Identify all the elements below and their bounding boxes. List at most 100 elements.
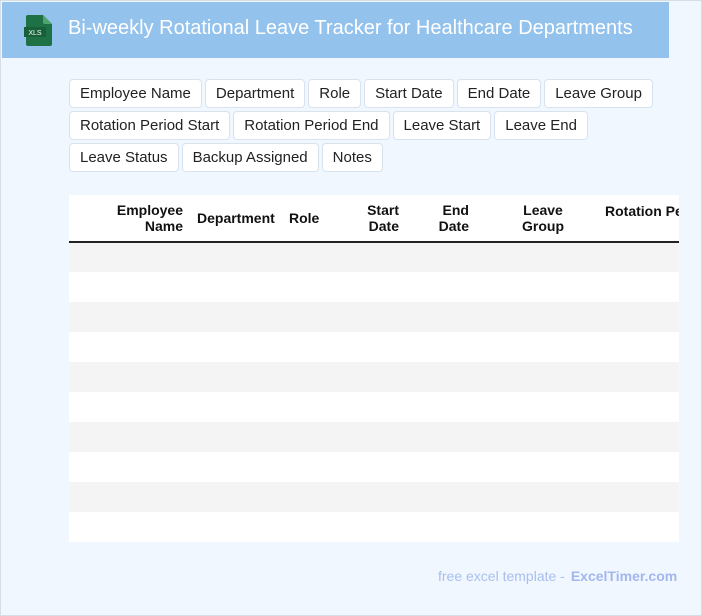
table-cell[interactable]	[189, 482, 283, 512]
table-cell[interactable]	[283, 272, 335, 302]
table-cell[interactable]	[483, 242, 589, 272]
field-chip[interactable]: Employee Name	[69, 79, 202, 108]
table-cell[interactable]	[69, 422, 189, 452]
table-cell[interactable]	[589, 512, 679, 542]
table-cell[interactable]	[483, 452, 589, 482]
table-cell[interactable]	[589, 272, 679, 302]
column-header[interactable]: Employee Name	[69, 195, 189, 243]
table-cell[interactable]	[283, 392, 335, 422]
table-row[interactable]	[69, 272, 679, 302]
table-row[interactable]	[69, 452, 679, 482]
table-cell[interactable]	[69, 362, 189, 392]
table-cell[interactable]	[189, 332, 283, 362]
table-cell[interactable]	[483, 332, 589, 362]
table-cell[interactable]	[283, 422, 335, 452]
table-cell[interactable]	[189, 272, 283, 302]
table-cell[interactable]	[335, 242, 413, 272]
table-cell[interactable]	[283, 452, 335, 482]
table-cell[interactable]	[335, 362, 413, 392]
table-cell[interactable]	[589, 242, 679, 272]
field-chip[interactable]: Leave End	[494, 111, 588, 140]
column-header[interactable]: Rotation Period Start	[589, 195, 679, 243]
table-cell[interactable]	[335, 512, 413, 542]
table-cell[interactable]	[189, 512, 283, 542]
field-chip[interactable]: Rotation Period End	[233, 111, 390, 140]
table-cell[interactable]	[413, 362, 483, 392]
table-cell[interactable]	[589, 392, 679, 422]
column-header[interactable]: Role	[283, 195, 335, 243]
table-cell[interactable]	[283, 482, 335, 512]
table-cell[interactable]	[335, 302, 413, 332]
table-cell[interactable]	[335, 332, 413, 362]
table-cell[interactable]	[335, 272, 413, 302]
field-chip[interactable]: Leave Status	[69, 143, 179, 172]
table-cell[interactable]	[283, 332, 335, 362]
table-cell[interactable]	[413, 242, 483, 272]
table-cell[interactable]	[69, 302, 189, 332]
table-cell[interactable]	[283, 512, 335, 542]
table-cell[interactable]	[335, 482, 413, 512]
column-header[interactable]: Start Date	[335, 195, 413, 243]
table-row[interactable]	[69, 242, 679, 272]
column-header[interactable]: End Date	[413, 195, 483, 243]
table-cell[interactable]	[413, 272, 483, 302]
field-chip[interactable]: Backup Assigned	[181, 143, 319, 172]
table-row[interactable]	[69, 482, 679, 512]
column-header[interactable]: Leave Group	[483, 195, 589, 243]
table-cell[interactable]	[69, 392, 189, 422]
table-cell[interactable]	[483, 272, 589, 302]
table-cell[interactable]	[413, 392, 483, 422]
table-cell[interactable]	[589, 452, 679, 482]
field-chip[interactable]: Leave Group	[544, 79, 653, 108]
table-cell[interactable]	[189, 392, 283, 422]
field-chip[interactable]: Start Date	[364, 79, 454, 108]
table-cell[interactable]	[189, 452, 283, 482]
table-cell[interactable]	[413, 422, 483, 452]
field-chip[interactable]: End Date	[456, 79, 542, 108]
field-chip[interactable]: Role	[308, 79, 362, 108]
table-cell[interactable]	[589, 302, 679, 332]
table-cell[interactable]	[483, 422, 589, 452]
table-cell[interactable]	[189, 302, 283, 332]
table-cell[interactable]	[69, 512, 189, 542]
table-cell[interactable]	[589, 362, 679, 392]
table-cell[interactable]	[283, 362, 335, 392]
table-cell[interactable]	[189, 242, 283, 272]
table-row[interactable]	[69, 422, 679, 452]
table-cell[interactable]	[483, 362, 589, 392]
table-cell[interactable]	[483, 512, 589, 542]
table-cell[interactable]	[589, 332, 679, 362]
table-cell[interactable]	[413, 482, 483, 512]
table-cell[interactable]	[413, 302, 483, 332]
field-chip[interactable]: Department	[204, 79, 306, 108]
field-chip[interactable]: Rotation Period Start	[69, 111, 231, 140]
table-cell[interactable]	[413, 452, 483, 482]
table-cell[interactable]	[413, 512, 483, 542]
table-cell[interactable]	[69, 272, 189, 302]
table-cell[interactable]	[589, 422, 679, 452]
brand-link[interactable]: ExcelTimer.com	[570, 568, 678, 584]
table-cell[interactable]	[189, 422, 283, 452]
table-row[interactable]	[69, 512, 679, 542]
table-cell[interactable]	[335, 422, 413, 452]
table-cell[interactable]	[283, 302, 335, 332]
table-cell[interactable]	[283, 242, 335, 272]
table-cell[interactable]	[589, 482, 679, 512]
tracker-table[interactable]: Employee Name Department Role Start Date…	[69, 195, 679, 542]
field-chip[interactable]: Leave Start	[392, 111, 492, 140]
table-cell[interactable]	[335, 392, 413, 422]
table-cell[interactable]	[69, 332, 189, 362]
table-row[interactable]	[69, 302, 679, 332]
table-cell[interactable]	[483, 302, 589, 332]
field-chip[interactable]: Notes	[321, 143, 383, 172]
column-header[interactable]: Department	[189, 195, 283, 243]
table-cell[interactable]	[483, 392, 589, 422]
table-cell[interactable]	[335, 452, 413, 482]
table-cell[interactable]	[189, 362, 283, 392]
table-cell[interactable]	[483, 482, 589, 512]
table-row[interactable]	[69, 362, 679, 392]
table-cell[interactable]	[69, 482, 189, 512]
table-row[interactable]	[69, 332, 679, 362]
table-cell[interactable]	[413, 332, 483, 362]
table-cell[interactable]	[69, 452, 189, 482]
